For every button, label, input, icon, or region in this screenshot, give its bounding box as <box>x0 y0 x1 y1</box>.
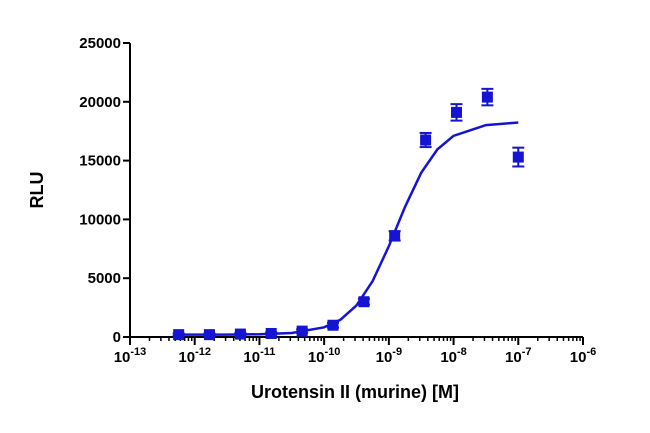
x-tick-label: 10-10 <box>308 346 341 366</box>
data-point <box>481 91 493 103</box>
y-tick-label: 0 <box>113 329 121 346</box>
x-axis-title: Urotensin II (murine) [M] <box>251 382 459 402</box>
x-tick-label: 10-8 <box>440 346 466 366</box>
data-point <box>451 106 463 118</box>
data-point <box>358 296 370 308</box>
x-tick-label: 10-11 <box>243 346 275 366</box>
data-point <box>512 151 524 163</box>
y-tick-label: 5000 <box>88 270 121 287</box>
data-point <box>389 230 401 242</box>
x-tick-label: 10-6 <box>570 346 596 366</box>
y-axis-title: RLU <box>27 172 47 209</box>
data-point <box>327 319 339 331</box>
y-tick-label: 10000 <box>79 211 121 228</box>
y-tick-label: 25000 <box>79 35 121 52</box>
data-point <box>420 134 432 146</box>
fit-curve <box>178 121 519 336</box>
x-tick-label: 10-7 <box>505 346 531 366</box>
x-tick-label: 10-9 <box>376 346 402 366</box>
x-tick-label: 10-12 <box>178 346 211 366</box>
y-tick-label: 20000 <box>79 94 121 111</box>
y-tick-label: 15000 <box>79 153 121 170</box>
x-tick-label: 10-13 <box>114 346 147 366</box>
